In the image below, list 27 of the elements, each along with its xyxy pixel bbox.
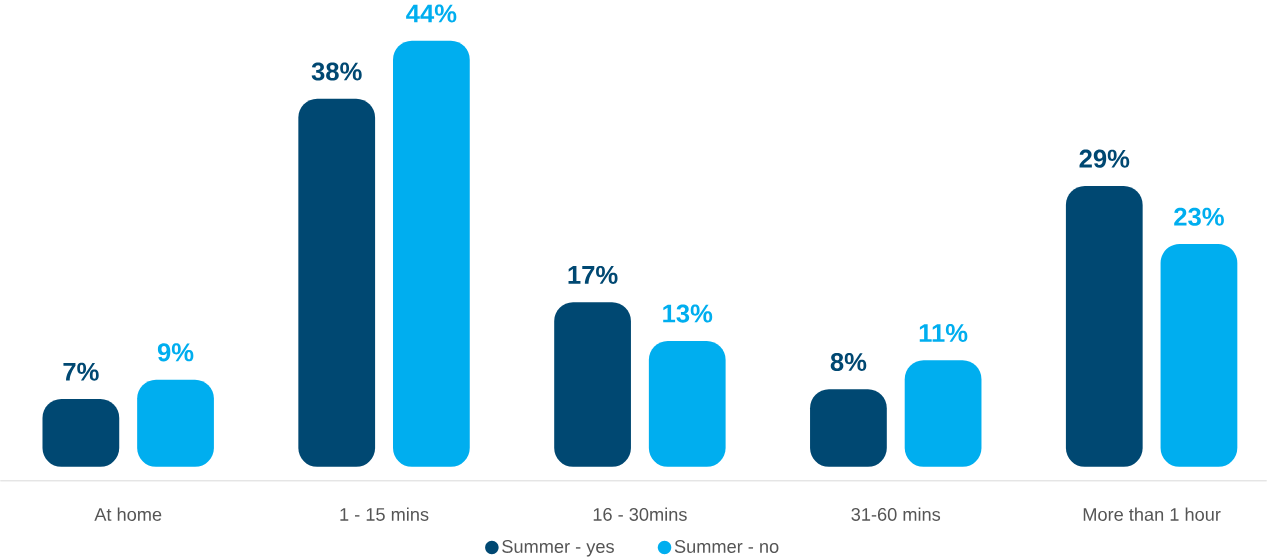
x-tick-label: At home — [94, 507, 162, 521]
x-tick-label: 1 - 15 mins — [340, 507, 429, 521]
data-label: 23% — [1174, 207, 1224, 226]
bar — [1160, 244, 1238, 467]
data-label: 9% — [157, 343, 194, 362]
data-label: 7% — [63, 362, 99, 381]
bar — [904, 360, 982, 467]
bar — [137, 379, 214, 467]
data-label: 29% — [1079, 149, 1130, 168]
data-label: 11% — [919, 323, 968, 342]
x-tick-label: 31-60 mins — [851, 507, 941, 521]
x-tick-label: More than 1 hour — [1083, 507, 1221, 521]
bar — [42, 398, 120, 467]
x-tick-label: 16 - 30mins — [593, 507, 687, 521]
data-label: 38% — [311, 62, 362, 81]
bar — [1065, 185, 1143, 467]
legend-label: Summer - no — [674, 539, 779, 553]
data-label: 13% — [663, 304, 713, 323]
legend-label: Summer - yes — [502, 539, 614, 557]
data-label: 44% — [406, 4, 457, 23]
bar — [554, 302, 631, 467]
data-label: 8% — [830, 352, 867, 371]
bar — [648, 340, 726, 467]
bar — [810, 389, 887, 467]
bar — [298, 98, 376, 467]
bar — [393, 40, 470, 467]
data-label: 17% — [568, 265, 618, 284]
